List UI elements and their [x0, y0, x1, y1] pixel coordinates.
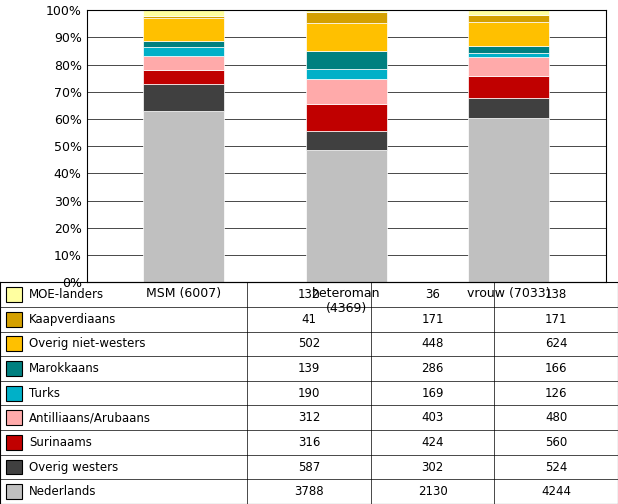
Text: 169: 169 — [421, 387, 444, 400]
Bar — [468, 57, 549, 76]
Bar — [305, 79, 387, 104]
Text: 132: 132 — [298, 288, 320, 301]
Text: 316: 316 — [298, 436, 320, 449]
Bar — [468, 22, 549, 46]
Text: 139: 139 — [298, 362, 320, 375]
Bar — [468, 76, 549, 98]
Bar — [143, 16, 224, 18]
Text: Nederlands: Nederlands — [29, 485, 96, 498]
Bar — [305, 51, 387, 69]
Text: 171: 171 — [421, 312, 444, 326]
Bar — [305, 69, 387, 79]
Text: Overig westers: Overig westers — [29, 461, 118, 474]
Text: Kaapverdiaans: Kaapverdiaans — [29, 312, 116, 326]
Text: 587: 587 — [298, 461, 320, 474]
Text: 138: 138 — [545, 288, 567, 301]
Text: 502: 502 — [298, 337, 320, 350]
Text: Overig niet-westers: Overig niet-westers — [29, 337, 146, 350]
Text: 171: 171 — [545, 312, 567, 326]
Bar — [6, 435, 22, 450]
Bar — [305, 150, 387, 282]
Bar — [468, 98, 549, 118]
Text: 624: 624 — [545, 337, 567, 350]
Bar — [6, 287, 22, 302]
Bar — [143, 18, 224, 41]
Text: 126: 126 — [545, 387, 567, 400]
Text: 41: 41 — [302, 312, 316, 326]
Text: 166: 166 — [545, 362, 567, 375]
Bar — [468, 52, 549, 57]
Bar — [143, 110, 224, 282]
Bar — [143, 84, 224, 110]
Bar — [305, 12, 387, 23]
Bar — [305, 131, 387, 150]
Text: 480: 480 — [545, 411, 567, 424]
Text: 312: 312 — [298, 411, 320, 424]
Text: 4244: 4244 — [541, 485, 571, 498]
Text: MOE-landers: MOE-landers — [29, 288, 104, 301]
Text: 2130: 2130 — [418, 485, 447, 498]
Bar — [305, 23, 387, 51]
Text: 403: 403 — [421, 411, 444, 424]
Bar — [6, 484, 22, 499]
Bar — [468, 10, 549, 16]
Text: 36: 36 — [425, 288, 440, 301]
Bar — [143, 41, 224, 47]
Text: Antilliaans/Arubaans: Antilliaans/Arubaans — [29, 411, 151, 424]
Bar — [468, 118, 549, 282]
Text: 190: 190 — [298, 387, 320, 400]
Bar — [6, 410, 22, 425]
Bar — [305, 10, 387, 12]
Text: 3788: 3788 — [294, 485, 324, 498]
Bar — [6, 361, 22, 376]
Text: 524: 524 — [545, 461, 567, 474]
Bar — [6, 386, 22, 401]
Bar — [143, 47, 224, 55]
Bar — [468, 16, 549, 22]
Text: 302: 302 — [421, 461, 444, 474]
Bar — [468, 46, 549, 52]
Bar — [6, 337, 22, 351]
Text: 286: 286 — [421, 362, 444, 375]
Bar — [143, 55, 224, 70]
Text: 560: 560 — [545, 436, 567, 449]
Text: 448: 448 — [421, 337, 444, 350]
Text: Marokkaans: Marokkaans — [29, 362, 100, 375]
Bar — [6, 460, 22, 474]
Bar — [143, 10, 224, 16]
Bar — [143, 70, 224, 84]
Text: Turks: Turks — [29, 387, 60, 400]
Text: Surinaams: Surinaams — [29, 436, 92, 449]
Bar — [6, 312, 22, 327]
Text: 424: 424 — [421, 436, 444, 449]
Bar — [305, 104, 387, 131]
